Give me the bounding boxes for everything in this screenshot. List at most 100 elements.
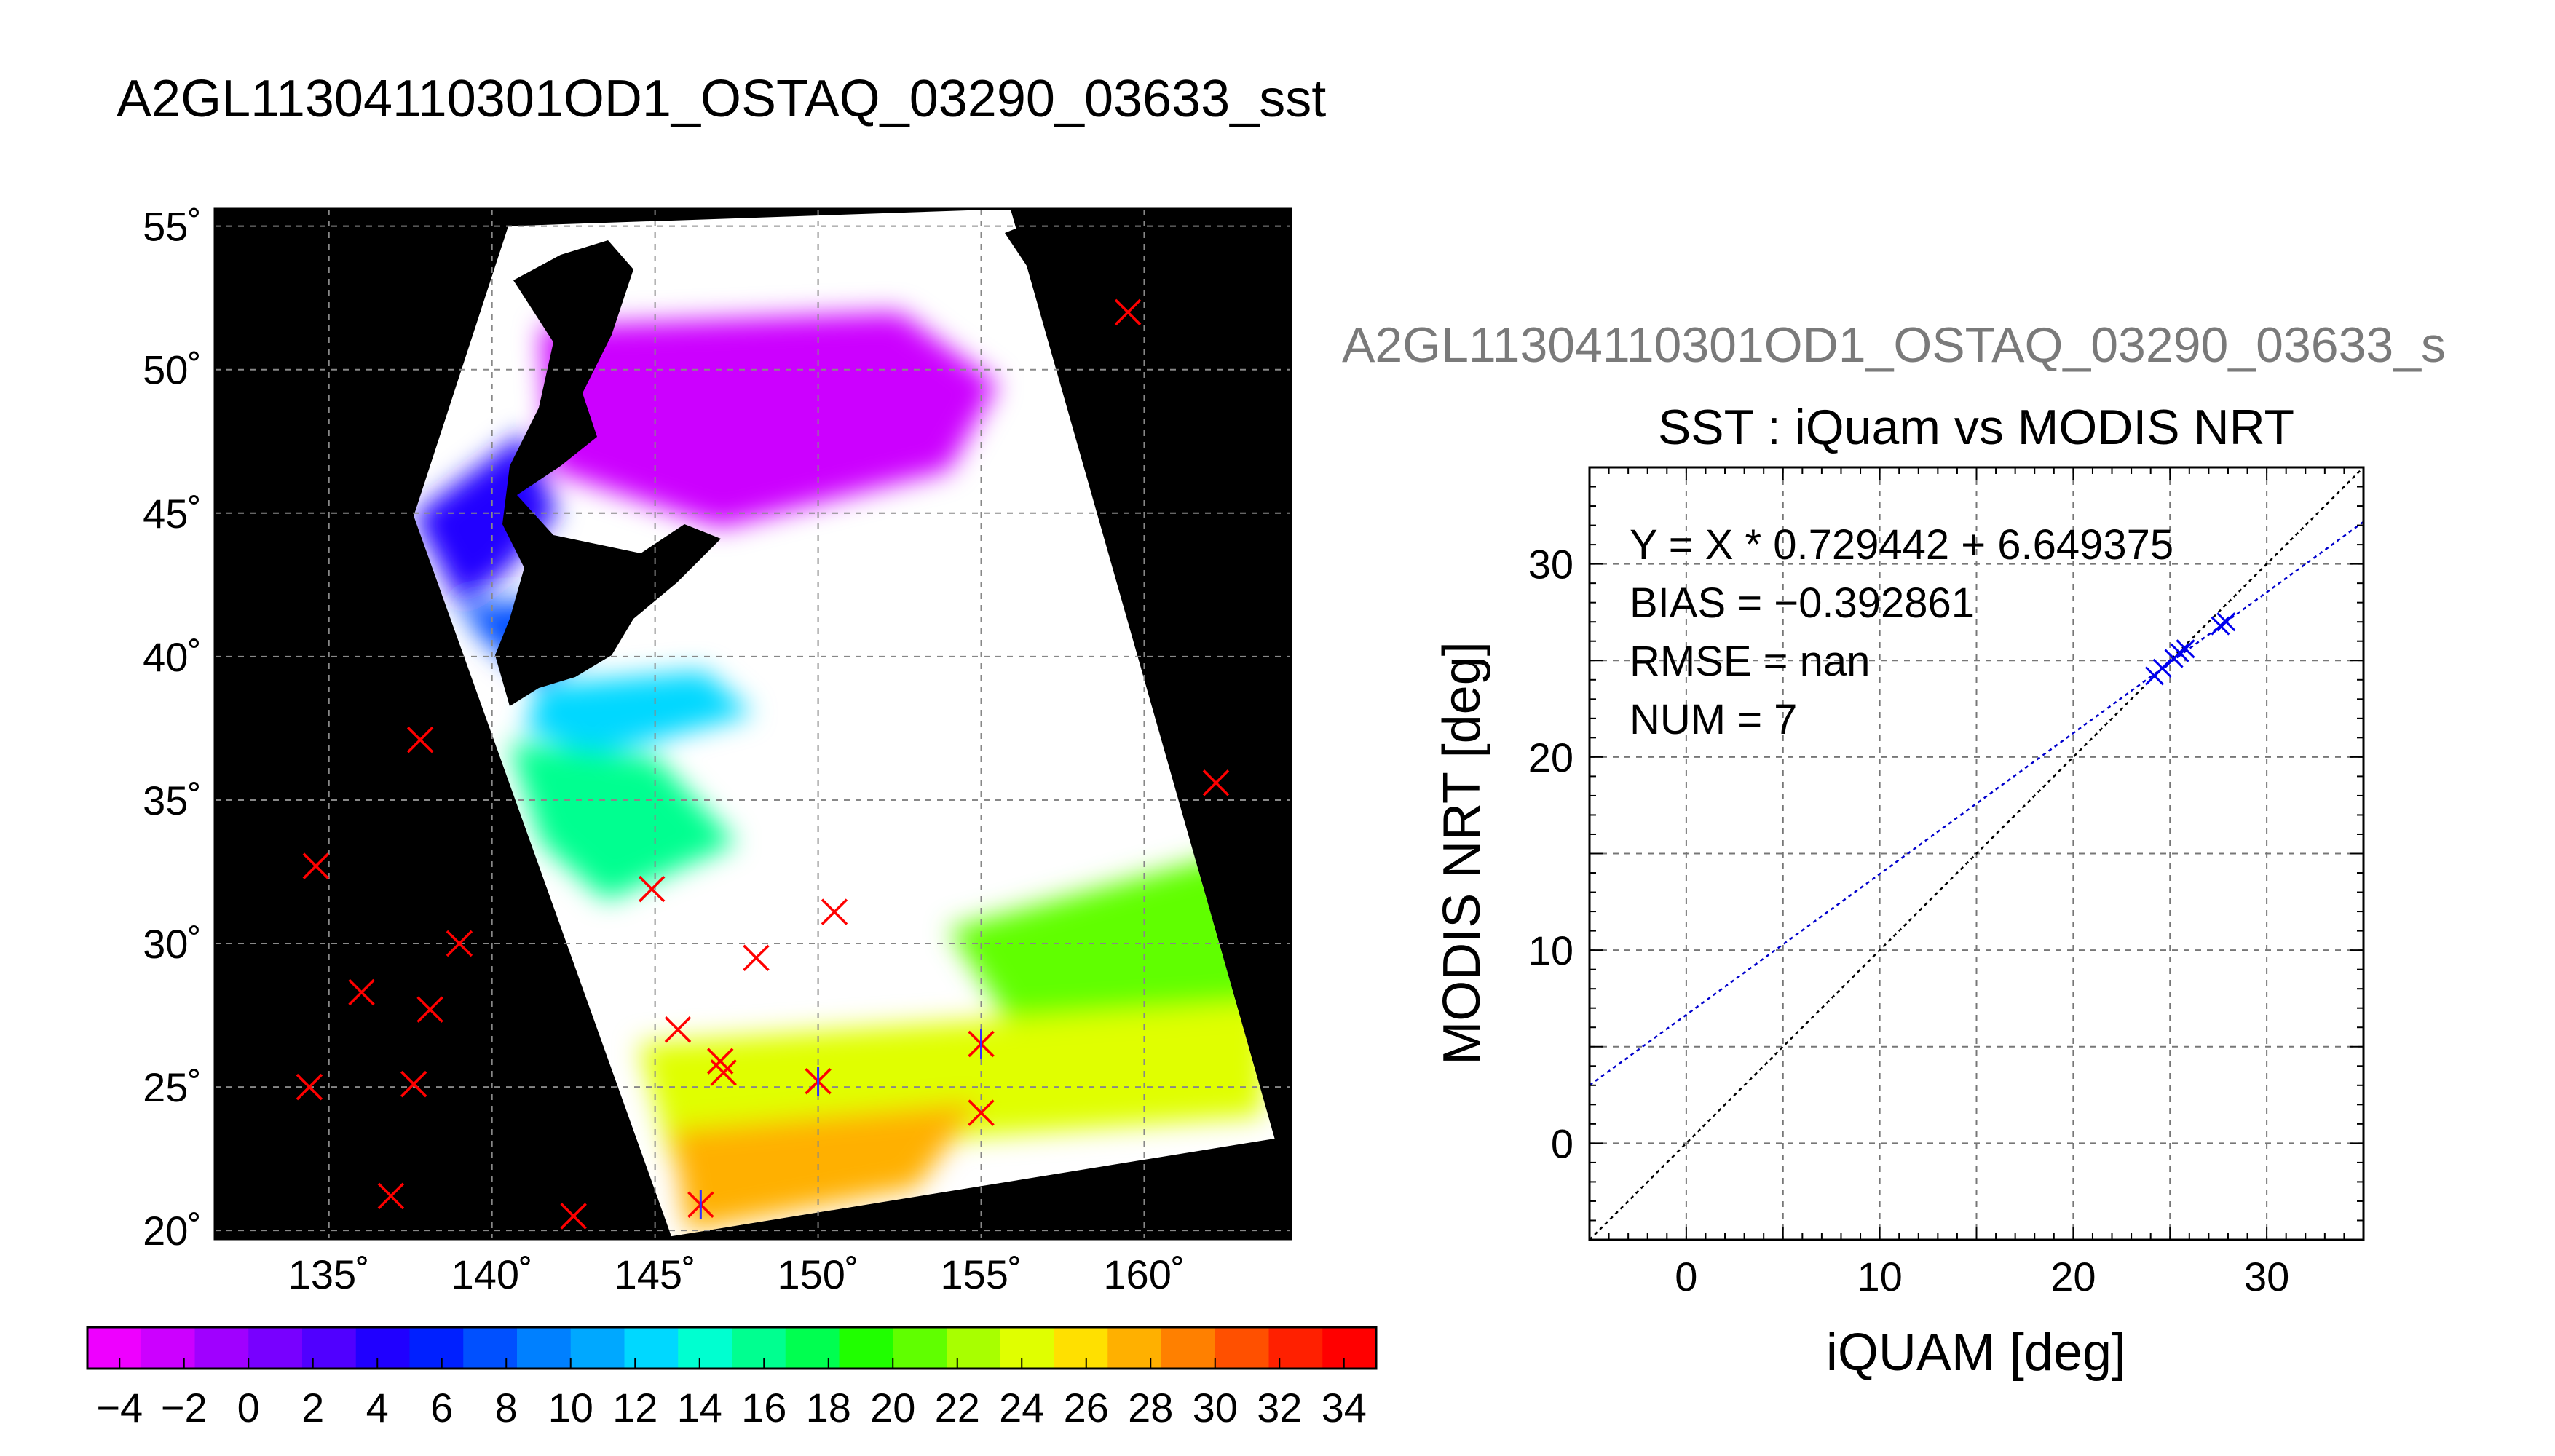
map-frame [213,207,1292,1241]
colorbar: −4 −2 0 2 4 6 8 10 12 14 16 18 20 22 24 26 28 30 32 34 [86,1326,1378,1431]
map-marker [1114,298,1142,326]
colorbar-cell [785,1327,840,1369]
colorbar-cell [248,1327,303,1369]
map-marker-stroke-b [416,996,443,1023]
map-marker [446,930,473,957]
scatter-suptitle: A2GL11304110301OD1_OSTAQ_03290_03633_s [1342,317,2446,373]
colorbar-cell [947,1327,1001,1369]
map-gridlines [215,209,1291,1239]
annotation-bias: BIAS = −0.392861 [1630,579,1975,627]
map-y-tick-labels: 20˚ 25˚ 30˚ 35˚ 40˚ 45˚ 50˚ 55˚ [143,204,202,1254]
colorbar-tick-label: 0 [237,1385,260,1431]
colorbar-cell [570,1327,625,1369]
colorbar-cell [893,1327,947,1369]
map-x-tick-label: 150˚ [778,1251,859,1297]
colorbar-tick-label: 20 [870,1385,915,1431]
map-marker-stroke-b [446,930,473,957]
colorbar-tick-label: 14 [677,1385,722,1431]
sst-region-4 [508,743,737,901]
map-marker [400,1070,427,1098]
scatter-point [2211,616,2230,636]
colorbar-tick-label: 6 [430,1385,453,1431]
land-kamchatka [1005,218,1136,306]
map-swath-group [215,209,1291,1239]
scatter-y-tick-label: 20 [1528,735,1573,780]
scatter-point-stroke-b [2170,643,2189,662]
colorbar-tick-label: 30 [1193,1385,1238,1431]
scatter-point [2152,658,2172,678]
colorbar-tick-label: 16 [741,1385,786,1431]
map-y-tick-label: 20˚ [143,1208,202,1254]
annotation-regression: Y = X * 0.729442 + 6.649375 [1630,521,2173,569]
scatter-x-tick-label: 10 [1857,1254,1902,1299]
sst-region-3 [524,670,753,757]
map-marker-stroke-b [400,1070,427,1098]
colorbar-tick-label: −4 [96,1385,143,1431]
colorbar-cell [302,1327,357,1369]
figure-title: A2GL11304110301OD1_OSTAQ_03290_03633_sst [117,70,1326,128]
map-y-tick-label: 55˚ [143,204,202,250]
scatter-points [2144,612,2236,686]
map-marker-stroke-b [743,944,770,971]
colorbar-tick-label: 12 [612,1385,657,1431]
map-marker-stroke-b [706,1048,734,1075]
land-japan [495,240,721,706]
colorbar-tick-label: 10 [548,1385,593,1431]
map-marker-stroke-b [302,852,330,879]
map-marker-stroke-b [1202,769,1230,796]
colorbar-tick-label: 32 [1257,1385,1302,1431]
map-marker [710,1059,737,1086]
scatter-point-stroke-b [2216,612,2236,632]
scatter-y-tick-label: 30 [1528,542,1573,587]
map-marker-stroke-b [406,726,434,753]
colorbar-cell [678,1327,732,1369]
sst-region-5 [948,843,1272,1030]
sst-region-7 [671,1101,982,1231]
map-marker [406,726,434,753]
colorbar-cell [87,1327,142,1369]
map-y-tick-label: 50˚ [143,347,202,393]
colorbar-cell [839,1327,893,1369]
annotation-num: NUM = 7 [1630,696,1797,743]
map-y-tick-label: 45˚ [143,491,202,537]
colorbar-cell [409,1327,464,1369]
map-marker [377,1182,405,1210]
colorbar-tick-label: 22 [935,1385,980,1431]
map-marker-stroke-b [1114,298,1142,326]
map-marker-stroke-b [710,1059,737,1086]
map-y-tick-label: 30˚ [143,921,202,967]
map-y-tick-label: 35˚ [143,778,202,823]
scatter-x-axis-label: iQUAM [deg] [1826,1324,2126,1382]
colorbar-tick-label: 26 [1064,1385,1109,1431]
map-marker [638,875,666,903]
scatter-y-tick-label: 0 [1551,1120,1573,1166]
colorbar-cell [1161,1327,1216,1369]
map-station-markers [296,298,1230,1230]
scatter-point-stroke-b [2211,616,2230,636]
colorbar-ticks: −4 −2 0 2 4 6 8 10 12 14 16 18 20 22 24 26 28 30 32 34 [96,1358,1367,1431]
map-marker [348,978,375,1006]
identity-line [1590,467,2364,1240]
map-marker [560,1203,587,1230]
colorbar-cell [1000,1327,1054,1369]
annotation-rmse: RMSE = nan [1630,638,1870,685]
scatter-y-tick-label: 10 [1528,927,1573,973]
colorbar-cell [1268,1327,1323,1369]
map-marker-stroke-b [664,1016,692,1043]
colorbar-tick-label: −2 [161,1385,208,1431]
map-marker [968,1099,995,1126]
scatter-point [2170,643,2189,662]
colorbar-tick-label: 24 [999,1385,1044,1431]
map-marker [1202,769,1230,796]
scatter-point-stroke-b [2176,639,2195,659]
map-y-tick-label: 25˚ [143,1064,202,1110]
colorbar-cell [1215,1327,1269,1369]
colorbar-tick-label: 2 [301,1385,324,1431]
map-marker-stroke-b [348,978,375,1006]
colorbar-tick-label: 34 [1322,1385,1367,1431]
comparison-panel: A2GL11304110301OD1_OSTAQ_03290_03633_s S… [1342,317,2446,1382]
scatter-lines [1590,467,2364,1240]
map-marker [664,1016,692,1043]
scatter-title: SST : iQuam vs MODIS NRT [1658,400,2294,455]
scatter-point-stroke-b [2152,658,2172,678]
